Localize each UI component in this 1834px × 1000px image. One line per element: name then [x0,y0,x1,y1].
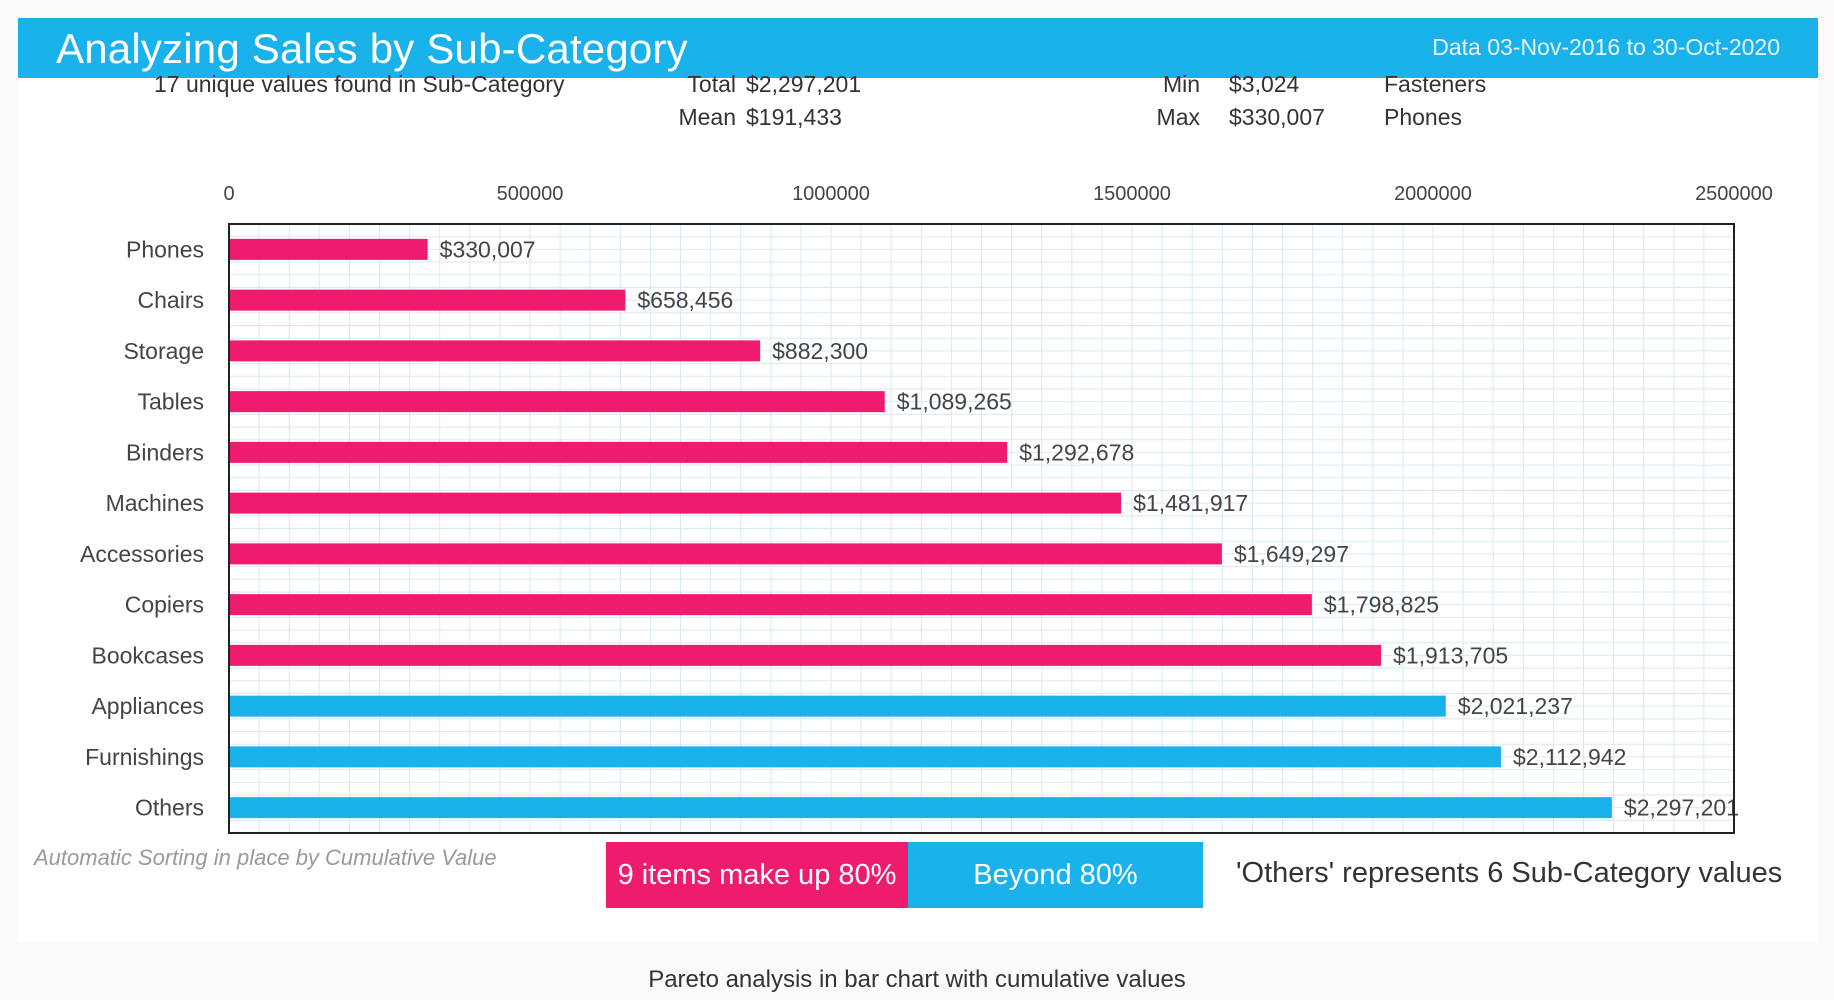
page-title: Analyzing Sales by Sub-Category [56,25,688,72]
min-item: Fasteners [1384,71,1487,97]
dashboard-card: Analyzing Sales by Sub-Category Data 03-… [18,18,1818,942]
date-range: Data 03-Nov-2016 to 30-Oct-2020 [1432,34,1780,60]
legend-beyond-80: Beyond 80% [908,842,1203,908]
min-value: $3,024 [1229,71,1300,97]
legend-within-80: 9 items make up 80% [606,842,908,908]
unique-values-text: 17 unique values found in Sub-Category [154,71,565,97]
header-bar: Analyzing Sales by Sub-Category Data 03-… [18,18,1818,78]
mean-value: $191,433 [746,104,842,130]
min-label: Min [1162,71,1200,97]
max-label: Max [1156,104,1200,130]
max-value: $330,007 [1229,104,1325,130]
max-item: Phones [1384,104,1463,130]
chart-caption: Pareto analysis in bar chart with cumula… [648,966,1186,993]
mean-label: Mean [678,104,736,130]
sort-note: Automatic Sorting in place by Cumulative… [34,845,497,870]
legend-beyond-80-label: Beyond 80% [973,858,1138,891]
total-value: $2,297,201 [746,71,862,97]
legend-within-80-label: 9 items make up 80% [617,858,897,891]
total-label: Total [687,71,736,97]
others-note: 'Others' represents 6 Sub-Category value… [1236,857,1783,889]
